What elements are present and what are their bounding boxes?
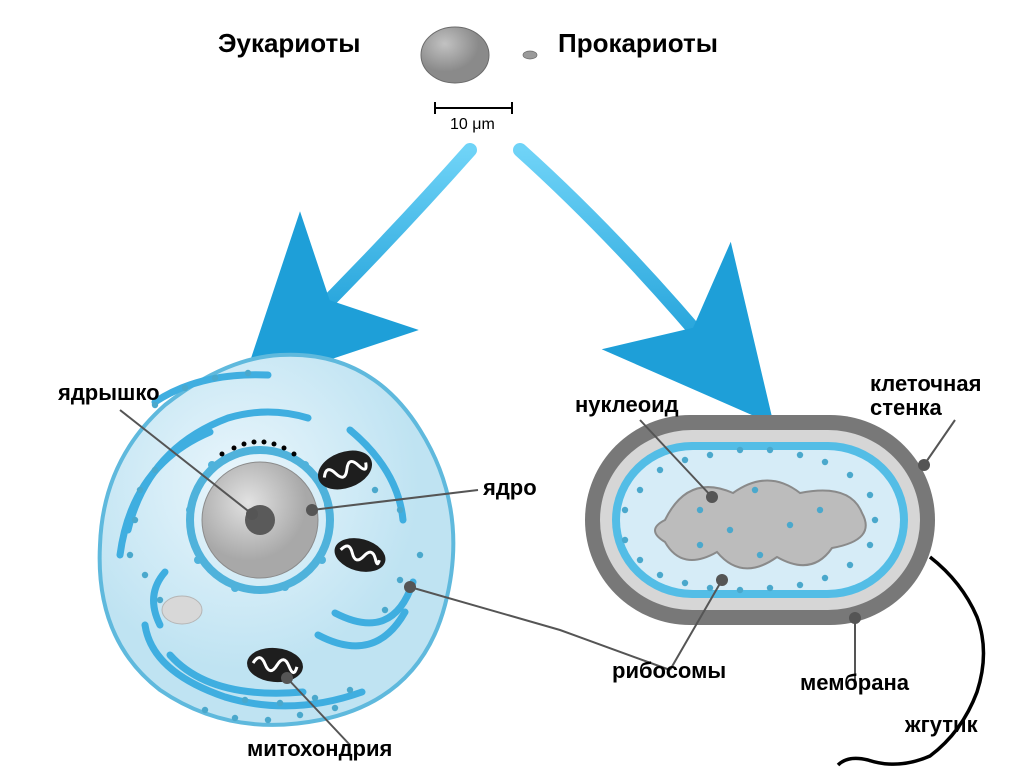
scale-prokaryote-blob [523, 51, 537, 59]
scale-eukaryote-blob [421, 27, 489, 83]
label-membrane: мембрана [800, 670, 909, 696]
scale-text: 10 μm [450, 116, 495, 134]
label-nucleus: ядро [483, 475, 537, 501]
arrow-left [300, 150, 470, 330]
vacuole [162, 596, 202, 624]
label-nucleolus: ядрышко [58, 380, 160, 406]
label-cell-wall: клеточнаястенка [870, 372, 981, 420]
eukaryote-title: Эукариоты [218, 28, 360, 59]
arrow-right [520, 150, 720, 360]
label-nucleoid: нуклеоид [575, 392, 679, 418]
label-flagellum: жгутик [905, 712, 978, 738]
label-mitochondrion: митохондрия [247, 736, 392, 762]
nucleus [186, 446, 332, 592]
label-ribosomes: рибосомы [612, 658, 726, 684]
scale-bar [435, 102, 512, 114]
prokaryote-title: Прокариоты [558, 28, 718, 59]
eukaryote-cell [100, 355, 454, 725]
nucleolus [245, 505, 275, 535]
